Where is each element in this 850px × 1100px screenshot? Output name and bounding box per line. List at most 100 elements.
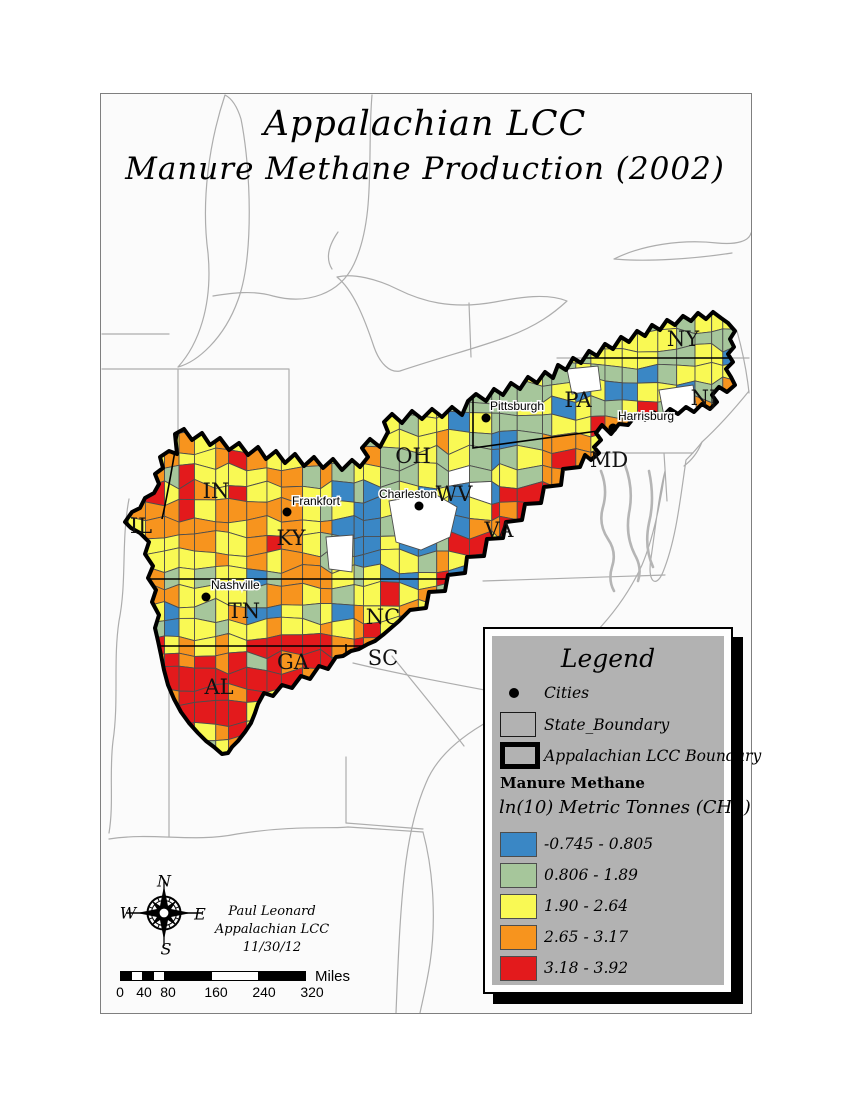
county-cell — [436, 328, 449, 351]
county-cell — [436, 602, 449, 620]
county-cell — [266, 699, 282, 720]
county-cell — [417, 670, 438, 686]
county-cell — [694, 597, 713, 626]
county-cell — [621, 366, 638, 384]
county-cell — [363, 687, 381, 708]
county-cell — [380, 363, 400, 382]
county-cell — [353, 365, 364, 387]
county-cell — [604, 515, 623, 532]
florida-west-coast — [419, 831, 434, 1013]
city-label-pittsburgh: Pittsburgh — [490, 399, 544, 413]
county-cell — [215, 530, 229, 556]
county-cell — [164, 333, 180, 352]
county-cell — [436, 312, 449, 318]
county-cell — [722, 427, 735, 455]
saginaw-bay — [327, 231, 339, 270]
county-cell — [127, 446, 146, 470]
county-cell — [542, 600, 553, 622]
county-cell — [280, 379, 304, 404]
no-data-county — [388, 492, 458, 551]
county-cell — [215, 723, 229, 742]
county-cell — [320, 668, 333, 691]
county-cell — [125, 428, 129, 454]
county-cell — [215, 552, 229, 568]
county-cell — [657, 363, 678, 386]
county-cell — [280, 734, 304, 754]
county-cell — [621, 382, 638, 402]
county-cell — [178, 312, 195, 334]
county-cell — [448, 650, 470, 676]
county-cell — [246, 733, 268, 754]
county-cell — [125, 378, 129, 401]
county-cell — [331, 343, 355, 371]
county-cell — [280, 616, 304, 636]
county-cell — [542, 449, 553, 469]
city-dot-symbol — [509, 688, 519, 698]
state-label-oh: OH — [395, 444, 431, 468]
legend-panel: Legend Cities State_Boundary Appalachian… — [492, 636, 761, 985]
county-cell — [448, 750, 470, 754]
county-cell — [448, 632, 470, 654]
county-cell — [266, 349, 282, 369]
county-cell — [127, 734, 146, 754]
county-cell — [575, 330, 592, 353]
county-cell — [246, 333, 268, 354]
legend-title: Legend — [560, 644, 656, 673]
county-cell — [741, 501, 751, 521]
legend-class-label-red: 3.18 - 3.92 — [544, 959, 629, 977]
county-cell — [164, 725, 180, 743]
county-cell — [125, 481, 129, 501]
county-cell — [266, 548, 282, 574]
county-cell — [398, 753, 419, 754]
county-cell — [590, 582, 606, 605]
county-cell — [144, 665, 165, 693]
county-cell — [657, 498, 678, 523]
county-cell — [246, 413, 268, 438]
county-cell — [280, 401, 304, 419]
county-cell — [604, 482, 623, 504]
scale-bar-tick-240: 240 — [252, 984, 276, 1000]
county-cell — [575, 535, 592, 556]
state-label-ga: GA — [277, 650, 310, 674]
county-cell — [542, 533, 553, 555]
county-cell — [320, 683, 333, 710]
county-cell — [125, 684, 129, 704]
county-cell — [436, 314, 449, 333]
county-cell — [551, 567, 577, 583]
county-cell — [637, 462, 659, 488]
county-cell — [353, 564, 364, 588]
county-cell — [353, 685, 364, 710]
county-cell — [448, 701, 470, 727]
county-cell — [575, 312, 592, 334]
county-cell — [604, 582, 623, 605]
county-cell — [694, 532, 713, 557]
county-cell — [722, 602, 735, 624]
county-cell — [551, 535, 577, 555]
county-cell — [266, 428, 282, 453]
county-cell — [711, 583, 724, 605]
county-cell — [194, 530, 217, 554]
scale-bar — [120, 971, 306, 981]
county-cell — [711, 515, 724, 534]
county-cell — [363, 327, 381, 350]
county-cell — [657, 601, 678, 625]
nc-va-line — [482, 574, 666, 582]
credit-author: Paul Leonard — [228, 904, 316, 919]
county-cell — [676, 548, 696, 567]
county-cell — [711, 478, 724, 504]
county-cell — [469, 345, 493, 370]
county-cell — [575, 566, 592, 586]
credit-org: Appalachian LCC — [214, 922, 330, 937]
county-cell — [353, 717, 364, 741]
county-cell — [125, 532, 129, 555]
county-cell — [676, 601, 696, 626]
county-cell — [676, 587, 696, 607]
legend-class-swatch-yellow — [500, 894, 537, 919]
county-cell — [302, 360, 321, 381]
state-label-al: AL — [203, 675, 233, 699]
county-cell — [417, 312, 438, 331]
county-cell — [694, 435, 713, 449]
county-cell — [491, 345, 501, 363]
county-cell — [354, 755, 363, 774]
county-cell — [469, 312, 493, 335]
